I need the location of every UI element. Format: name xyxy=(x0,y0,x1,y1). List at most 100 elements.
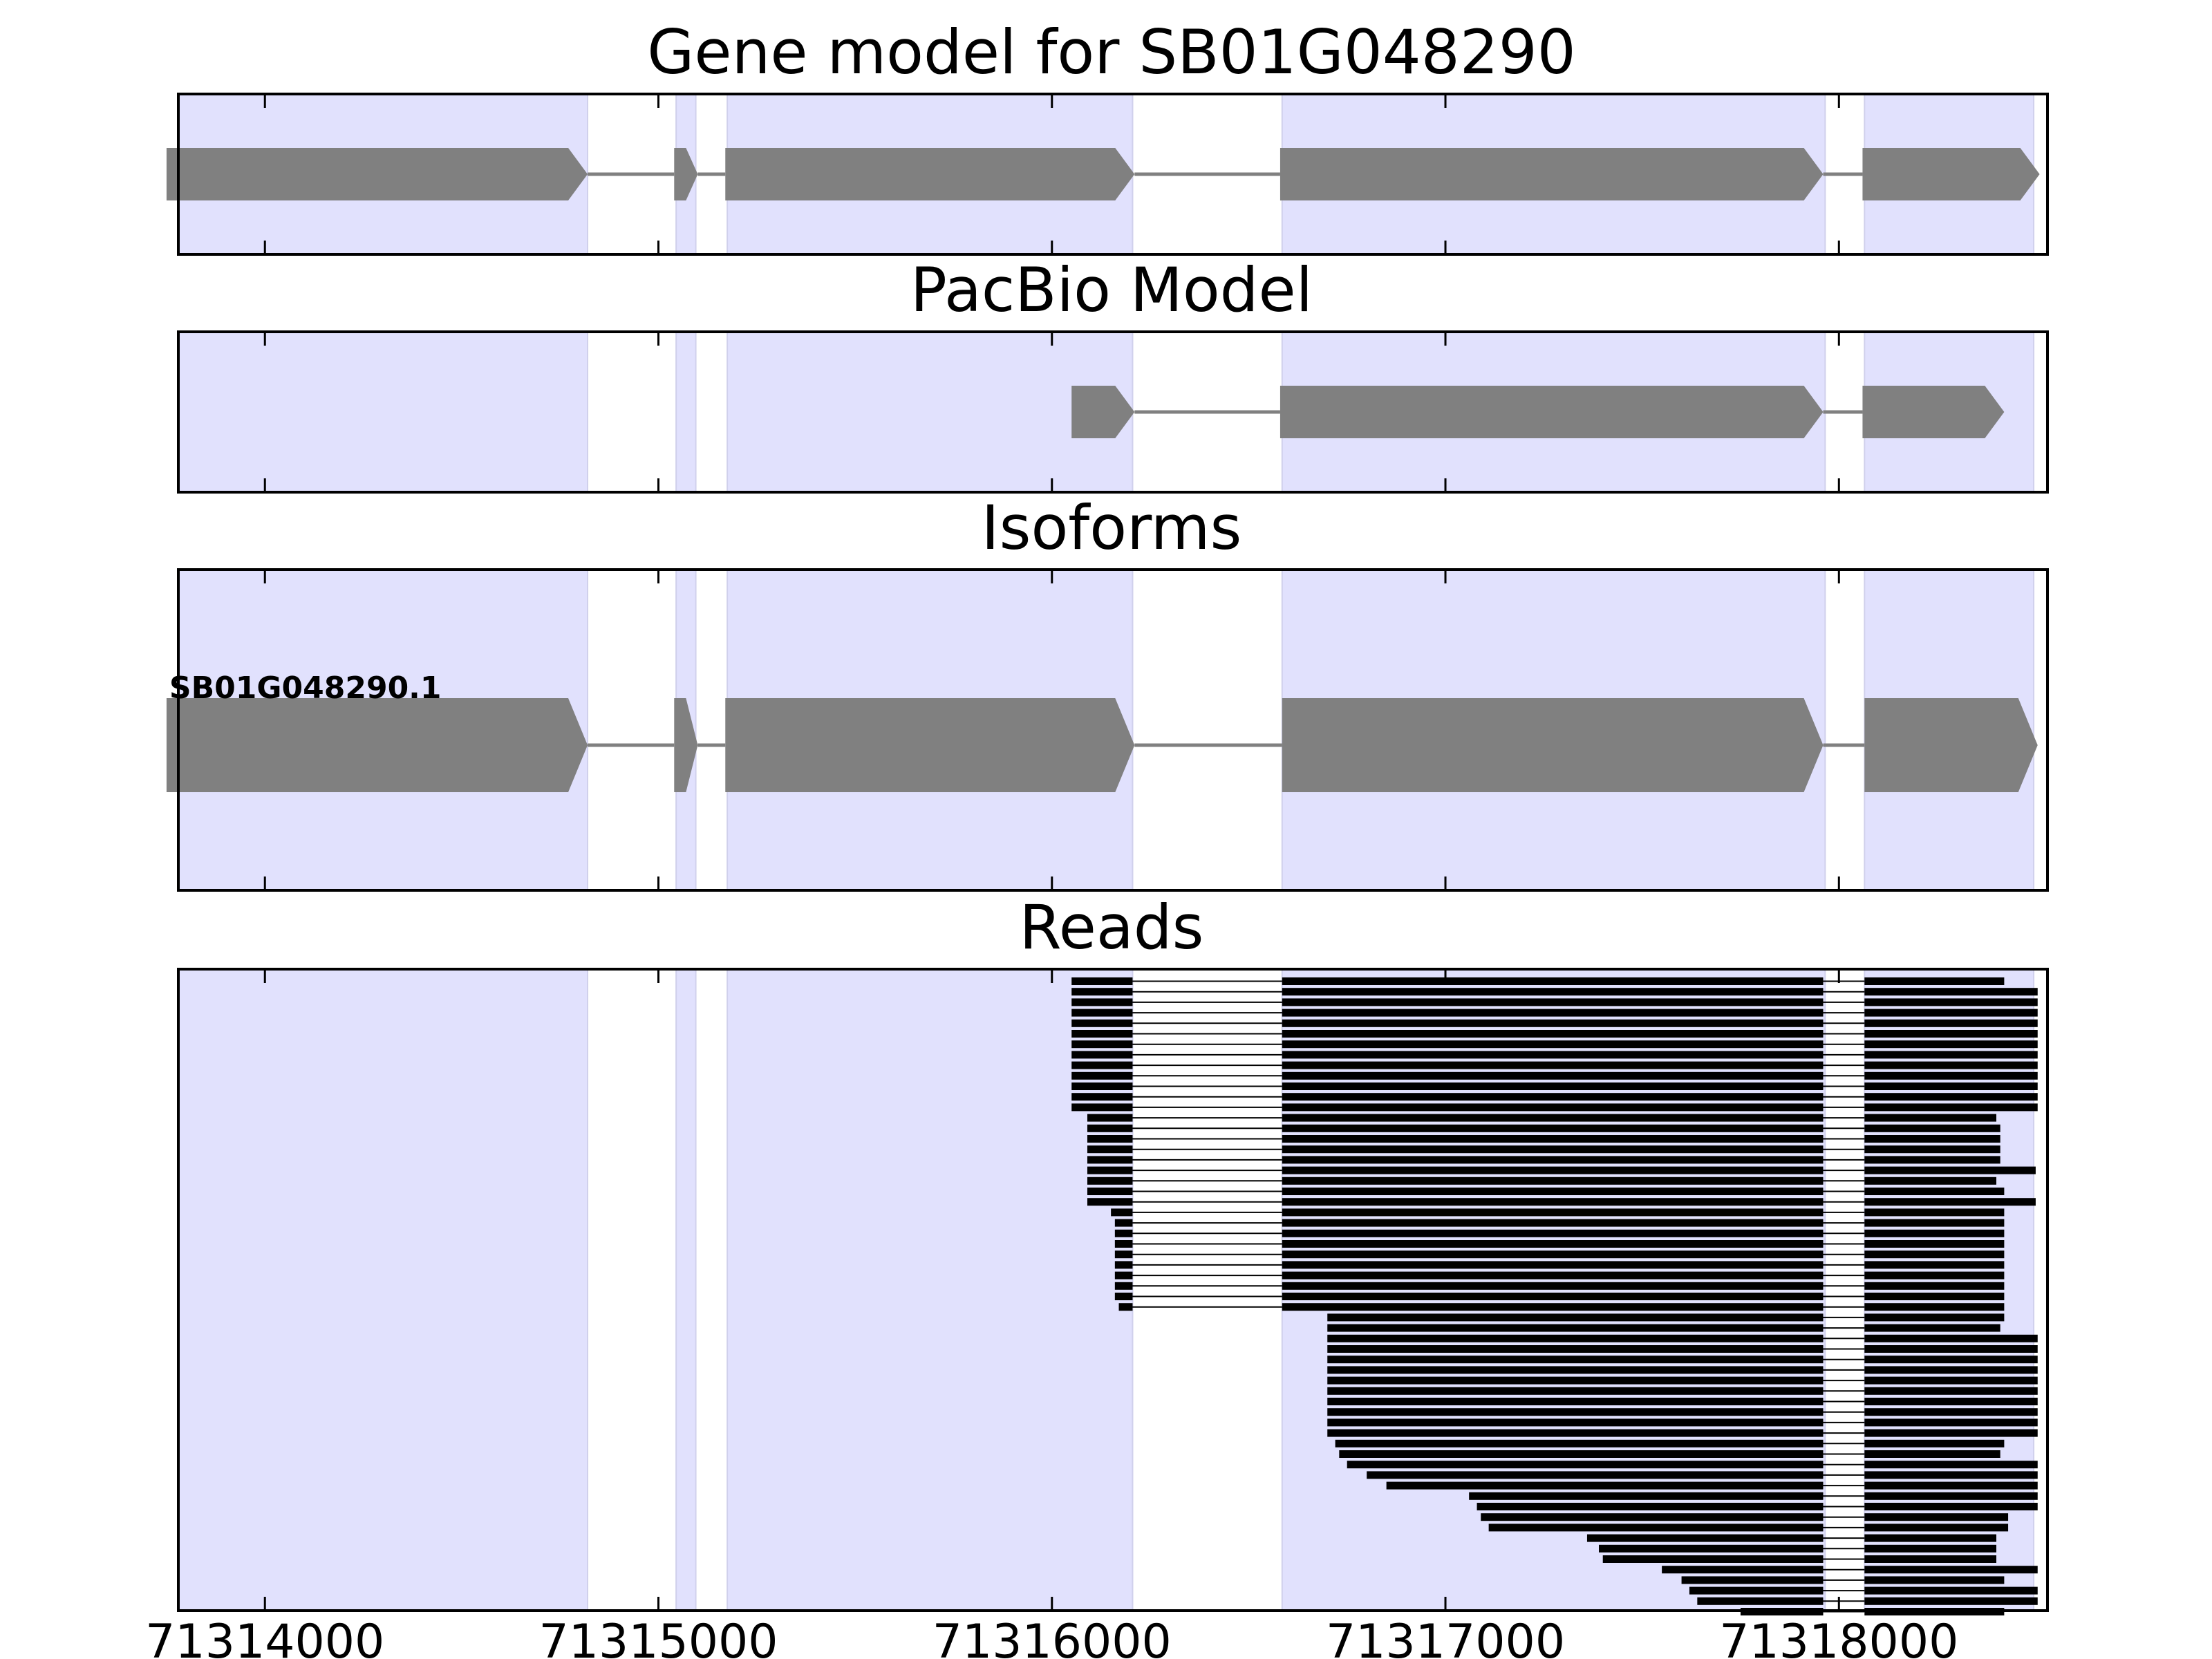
read-row xyxy=(1118,1303,2005,1311)
read-segment xyxy=(1282,1198,1824,1206)
read-row xyxy=(1689,1586,2038,1595)
read-row xyxy=(1111,1208,2005,1217)
read-segment xyxy=(1864,1576,2005,1584)
read-row xyxy=(1327,1398,2038,1405)
exon-block xyxy=(1862,386,2005,438)
read-row xyxy=(1087,1177,1996,1185)
read-segment xyxy=(1864,1071,2038,1080)
read-segment xyxy=(1327,1345,1824,1353)
read-segment xyxy=(1864,1376,2038,1385)
read-segment xyxy=(1864,1387,2038,1395)
read-segment xyxy=(1282,1188,1824,1195)
read-segment xyxy=(1327,1429,1824,1437)
read-segment xyxy=(1488,1524,1824,1532)
read-segment xyxy=(1864,1408,2038,1416)
read-segment xyxy=(1864,1334,2038,1342)
read-segment xyxy=(1114,1240,1133,1248)
read-row xyxy=(1697,1597,2038,1605)
isoforms-title: Isoforms xyxy=(982,492,1242,563)
read-segment xyxy=(1282,1219,1824,1227)
read-segment xyxy=(1864,1124,2000,1132)
read-segment xyxy=(1282,1114,1824,1122)
read-row xyxy=(1327,1345,2038,1353)
read-row xyxy=(1114,1240,2005,1248)
read-row xyxy=(1327,1334,2038,1342)
read-row xyxy=(1386,1481,2038,1490)
read-segment xyxy=(1282,998,1824,1006)
read-segment xyxy=(1864,1586,2038,1595)
read-segment xyxy=(1864,1492,2038,1500)
read-segment xyxy=(1327,1324,1824,1332)
read-row xyxy=(1367,1471,2038,1479)
read-row xyxy=(1071,1093,2038,1101)
read-segment xyxy=(1282,1261,1824,1269)
read-row xyxy=(1071,1040,2038,1049)
x-tick-label: 71315000 xyxy=(538,1615,778,1659)
read-segment xyxy=(1599,1544,1824,1553)
read-row xyxy=(1469,1492,2038,1500)
read-segment xyxy=(1864,1439,2005,1447)
read-segment xyxy=(1335,1439,1824,1447)
read-row xyxy=(1681,1576,2005,1584)
read-segment xyxy=(1282,1093,1824,1101)
read-segment xyxy=(1864,1030,2038,1038)
read-segment xyxy=(1071,988,1133,996)
read-segment xyxy=(1864,1544,1996,1553)
panel-frame xyxy=(177,968,2049,1612)
read-segment xyxy=(1339,1450,1824,1458)
read-row xyxy=(1071,1051,2038,1059)
read-segment xyxy=(1071,998,1133,1006)
read-row xyxy=(1327,1366,2038,1374)
read-segment xyxy=(1282,1040,1824,1049)
read-row xyxy=(1087,1114,1996,1122)
read-segment xyxy=(1864,1597,2038,1605)
read-segment xyxy=(1864,1398,2038,1405)
read-segment xyxy=(1864,1271,2005,1280)
read-segment xyxy=(1282,1061,1824,1069)
read-segment xyxy=(1864,1145,2000,1154)
read-segment xyxy=(1282,1030,1824,1038)
read-segment xyxy=(1282,1051,1824,1059)
read-row xyxy=(1327,1324,2000,1332)
read-row xyxy=(1327,1387,2038,1395)
read-segment xyxy=(1087,1145,1133,1154)
exon-region-shade xyxy=(675,968,697,1611)
read-row xyxy=(1327,1376,2038,1385)
exon-block xyxy=(674,698,698,792)
isoforms-panel: SB01G048290.1 xyxy=(166,568,2049,892)
read-segment xyxy=(1282,1019,1824,1027)
read-segment xyxy=(1864,1555,1996,1563)
read-segment xyxy=(1347,1461,1824,1469)
exon-block xyxy=(1280,386,1824,438)
read-segment xyxy=(1114,1271,1133,1280)
read-segment xyxy=(1864,1293,2005,1300)
read-segment xyxy=(1282,1282,1824,1290)
x-axis: 71314000 71315000 71316000 71317000 71318000 xyxy=(145,1615,1958,1659)
read-segment xyxy=(1586,1534,1824,1542)
reads-panel xyxy=(177,968,2049,1615)
read-segment xyxy=(1282,1240,1824,1248)
read-segment xyxy=(1071,1061,1133,1069)
read-row xyxy=(1087,1135,2000,1143)
read-row xyxy=(1339,1450,2000,1458)
read-segment xyxy=(1071,1019,1133,1027)
read-row xyxy=(1071,1061,2038,1069)
read-row xyxy=(1071,1030,2038,1038)
read-segment xyxy=(1864,1019,2038,1027)
read-segment xyxy=(1469,1492,1824,1500)
read-row xyxy=(1114,1219,2005,1227)
read-segment xyxy=(1864,1356,2038,1364)
read-segment xyxy=(1114,1229,1133,1237)
read-row xyxy=(1087,1156,2000,1164)
read-segment xyxy=(1864,1188,2005,1195)
read-segment xyxy=(1327,1366,1824,1374)
read-segment xyxy=(1282,1071,1824,1080)
read-segment xyxy=(1864,1250,2005,1259)
read-segment xyxy=(1087,1124,1133,1132)
read-segment xyxy=(1071,1071,1133,1080)
read-segment xyxy=(1864,1503,2038,1510)
read-segment xyxy=(1282,1156,1824,1164)
read-segment xyxy=(1864,1135,2000,1143)
read-row xyxy=(1071,1009,2038,1017)
